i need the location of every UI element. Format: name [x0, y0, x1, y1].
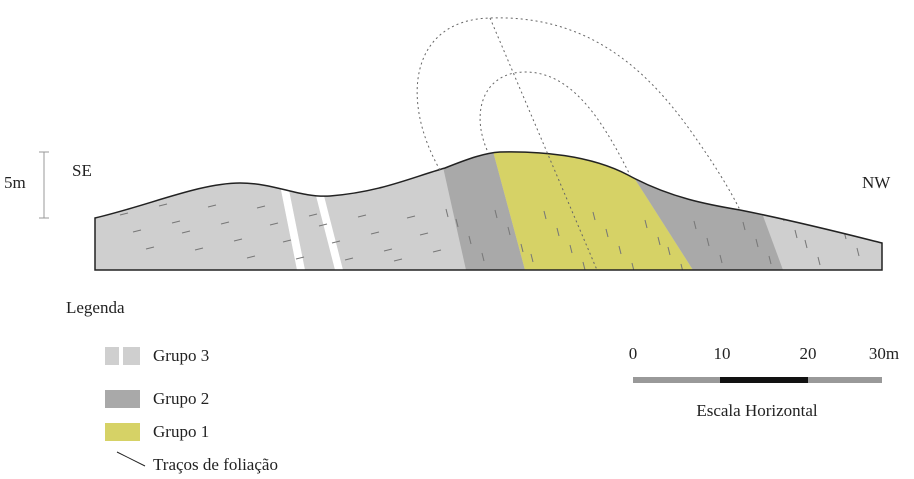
- legend-swatch-dyke: [119, 347, 123, 365]
- legend-title: Legenda: [66, 298, 125, 317]
- legend-item: Grupo 3: [153, 346, 209, 365]
- scale-tick-label: 0: [629, 344, 638, 363]
- scale-title: Escala Horizontal: [696, 401, 818, 420]
- scale-tick-label: 20: [800, 344, 817, 363]
- foliation-trace: [110, 203, 118, 205]
- legend-swatch: [105, 390, 140, 408]
- legend-foliation-symbol: [117, 452, 145, 466]
- se-label: SE: [72, 161, 92, 180]
- cross-section-diagram: 5m SE NW Legenda Grupo 3 Grupo 2 Grupo 1…: [0, 0, 914, 479]
- scale-segment: [808, 377, 882, 383]
- nw-label: NW: [862, 173, 891, 192]
- scale-tick-label: 10: [714, 344, 731, 363]
- foliation-trace: [831, 214, 833, 222]
- legend-item: Traços de foliação: [153, 455, 278, 474]
- profile-body: [90, 140, 890, 275]
- vertical-scale-label: 5m: [4, 173, 26, 192]
- legend-item: Grupo 1: [153, 422, 209, 441]
- scale-tick-label: 30m: [869, 344, 899, 363]
- scale-segment: [720, 377, 808, 383]
- legend-item: Grupo 2: [153, 389, 209, 408]
- legend-swatch: [105, 423, 140, 441]
- scale-segment: [633, 377, 720, 383]
